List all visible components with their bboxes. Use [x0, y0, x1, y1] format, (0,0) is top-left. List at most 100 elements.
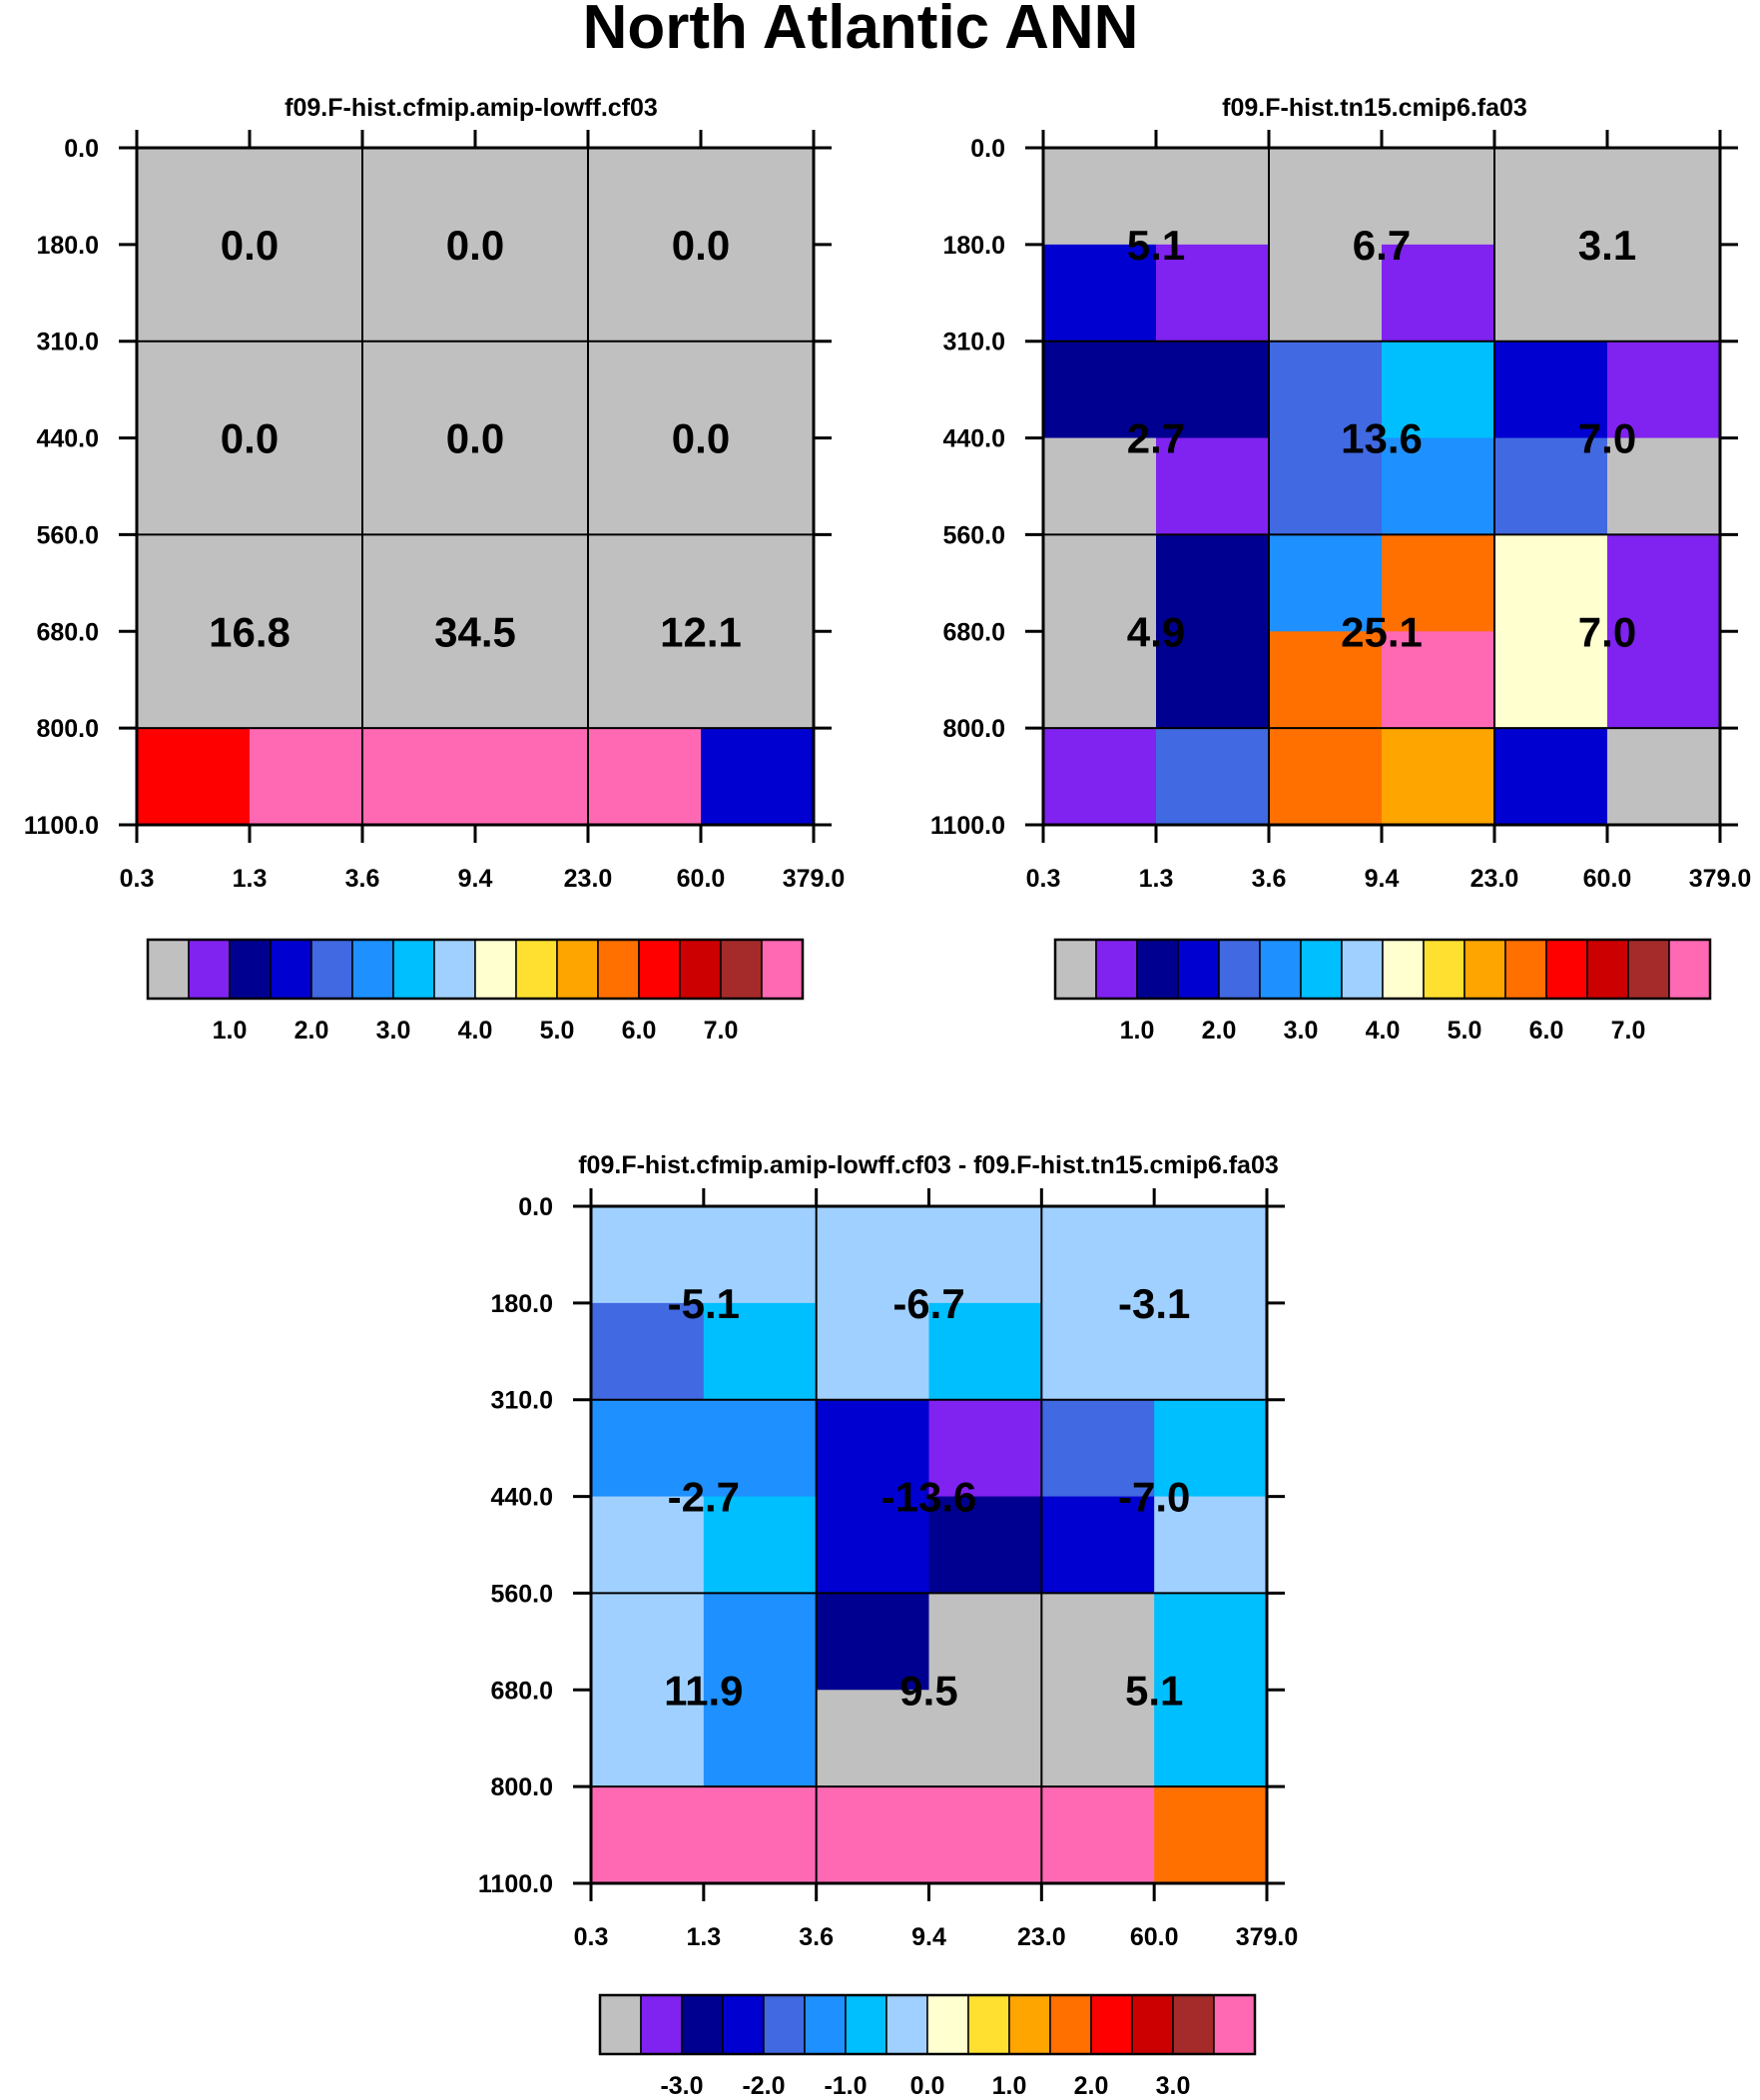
colorbar-swatch — [967, 1994, 1010, 2055]
colorbar-swatch — [640, 1994, 683, 2055]
x-tick-label: 1.3 — [1139, 865, 1174, 893]
heatmap-cell — [1156, 341, 1270, 439]
y-tick-label: 800.0 — [490, 1773, 553, 1801]
block-value-label: 7.0 — [1578, 608, 1636, 655]
y-tick-label: 680.0 — [36, 618, 99, 646]
y-tick-label: 440.0 — [36, 425, 99, 453]
heatmap-cell — [1154, 1690, 1268, 1787]
heatmap-cell — [1043, 534, 1157, 632]
panel-title: f09.F-hist.tn15.cmip6.fa03 — [1222, 94, 1527, 122]
heatmap-cell — [1494, 631, 1608, 729]
x-tick-label: 23.0 — [564, 865, 613, 893]
heatmap-cell — [1269, 631, 1383, 729]
colorbar-label: 4.0 — [458, 1017, 493, 1045]
heatmap-cell — [137, 244, 251, 343]
heatmap-cell — [591, 1593, 705, 1691]
heatmap-cell — [928, 1690, 1042, 1787]
colorbar-swatch — [1382, 939, 1425, 1000]
heatmap-cell — [703, 1786, 818, 1884]
colorbar-label: 6.0 — [622, 1017, 657, 1045]
x-tick-label: 3.6 — [345, 865, 380, 893]
colorbar-label: 1.0 — [213, 1017, 248, 1045]
heatmap-cell — [137, 148, 251, 246]
x-tick-label: 60.0 — [1130, 1923, 1179, 1951]
y-tick-label: 310.0 — [36, 329, 99, 356]
x-tick-label: 9.4 — [911, 1923, 946, 1951]
colorbar-swatch — [681, 1994, 724, 2055]
colorbar-swatch — [1668, 939, 1711, 1000]
colorbar-label: 3.0 — [1284, 1017, 1319, 1045]
heatmap-cell — [1043, 728, 1157, 826]
colorbar-label: -3.0 — [660, 2072, 703, 2100]
colorbar-swatch — [1213, 1994, 1256, 2055]
block-value-label: 4.9 — [1127, 608, 1185, 655]
heatmap-cell — [1382, 244, 1495, 343]
heatmap-cell — [1494, 148, 1608, 246]
y-tick-label: 0.0 — [64, 135, 99, 163]
colorbar-swatch — [761, 939, 804, 1000]
heatmap-cell — [1269, 244, 1383, 343]
colorbar-swatch — [1008, 1994, 1051, 2055]
x-tick-label: 1.3 — [233, 865, 268, 893]
heatmap-cell — [701, 148, 815, 246]
colorbar-label: 5.0 — [540, 1017, 575, 1045]
heatmap-cell — [250, 534, 363, 632]
heatmap-cell — [1043, 631, 1157, 729]
colorbar-swatch — [1300, 939, 1343, 1000]
heatmap-cell — [362, 244, 476, 343]
heatmap-cell — [137, 631, 251, 729]
block-value-label: -5.1 — [668, 1280, 740, 1327]
heatmap-cell — [1041, 1496, 1155, 1595]
y-tick-label: 1100.0 — [930, 812, 1005, 840]
heatmap-cell — [1156, 148, 1270, 246]
heatmap-cell — [137, 341, 251, 439]
heatmap-cell — [1156, 631, 1270, 729]
heatmap-cell — [137, 728, 251, 826]
heatmap-cell — [1154, 1496, 1268, 1595]
heatmap-cell — [1041, 1302, 1155, 1401]
x-tick-label: 23.0 — [1470, 865, 1519, 893]
block-value-label: 9.5 — [899, 1667, 957, 1714]
colorbar-swatch — [1627, 939, 1670, 1000]
heatmap-cell — [250, 341, 363, 439]
colorbar-label: 7.0 — [704, 1017, 739, 1045]
block-value-label: 11.9 — [664, 1667, 743, 1714]
heatmap-cell — [1494, 437, 1608, 536]
x-tick-label: 0.3 — [120, 865, 155, 893]
heatmap-cell — [362, 534, 476, 632]
heatmap-cell — [816, 1399, 930, 1498]
heatmap-cell — [362, 437, 476, 536]
colorbar-label: 7.0 — [1611, 1017, 1646, 1045]
colorbar-swatch — [1090, 1994, 1133, 2055]
block-value-label: 13.6 — [1341, 415, 1423, 462]
colorbar-swatch — [310, 939, 353, 1000]
block-value-label: 34.5 — [434, 608, 516, 655]
colorbar-swatch — [599, 1994, 642, 2055]
colorbar-swatch — [1095, 939, 1138, 1000]
colorbar-label: 1.0 — [1120, 1017, 1155, 1045]
block-value-label: 5.1 — [1125, 1667, 1183, 1714]
colorbar-swatch — [1259, 939, 1302, 1000]
heatmap-cell — [1269, 148, 1383, 246]
y-tick-label: 310.0 — [942, 329, 1005, 356]
heatmap-cell — [1154, 1786, 1268, 1884]
colorbar-label: 2.0 — [1074, 2072, 1109, 2100]
colorbar: 1.0 2.0 3.0 4.0 5.0 6.0 7.0 — [146, 938, 805, 1045]
heatmap-cell — [1043, 244, 1157, 343]
heatmap-cell — [475, 728, 589, 826]
block-value-label: 0.0 — [446, 415, 504, 462]
heatmap-cell — [701, 437, 815, 536]
heatmap-cell — [1494, 728, 1608, 826]
heatmap-cell — [1041, 1593, 1155, 1691]
colorbar-swatch — [679, 939, 722, 1000]
heatmap-cell — [1607, 244, 1721, 343]
heatmap-cell — [701, 728, 815, 826]
heatmap-cell — [588, 728, 702, 826]
heatmap-cell — [591, 1690, 705, 1787]
colorbar-swatch — [229, 939, 272, 1000]
x-tick-label: 9.4 — [458, 865, 493, 893]
heatmap-cell — [701, 244, 815, 343]
colorbar-swatch — [1049, 1994, 1092, 2055]
x-tick-label: 3.6 — [799, 1923, 834, 1951]
colorbar-swatch — [147, 939, 190, 1000]
